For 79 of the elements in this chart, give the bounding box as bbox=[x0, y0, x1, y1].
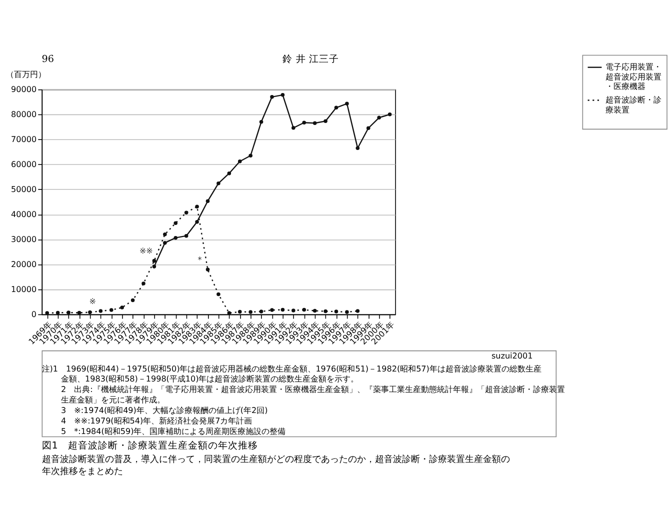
y-axis-title: （百万円） bbox=[6, 70, 46, 79]
point bbox=[195, 220, 199, 224]
point bbox=[152, 264, 156, 268]
text: suzui2001 bbox=[492, 351, 533, 360]
text: 注)1 1969(昭和44)－1975(昭和50)年は超音波応用器械の総数生産金額、1976(昭和51)－1982(昭和57)年は超音波診療装置の総数生産金額、1983(昭和58)－1998(平成10)年は超音波診断装置の総数生産金額を示す。 bbox=[42, 364, 542, 384]
point bbox=[238, 310, 242, 314]
point bbox=[45, 311, 49, 315]
point bbox=[184, 210, 188, 214]
point bbox=[292, 126, 296, 130]
y-tick-label: 90000 bbox=[11, 85, 37, 94]
point bbox=[259, 120, 264, 124]
point bbox=[292, 308, 296, 312]
point bbox=[388, 112, 392, 116]
point bbox=[227, 171, 232, 176]
point bbox=[270, 308, 274, 312]
y-tick-label: 30000 bbox=[11, 235, 37, 244]
point bbox=[216, 292, 220, 296]
point bbox=[248, 154, 252, 158]
point bbox=[66, 310, 70, 314]
text: 96 bbox=[42, 54, 54, 66]
point bbox=[98, 309, 103, 313]
point bbox=[324, 309, 328, 314]
point bbox=[238, 159, 242, 164]
point bbox=[152, 258, 156, 263]
point bbox=[302, 120, 306, 125]
point bbox=[366, 126, 370, 130]
point bbox=[206, 268, 210, 272]
point bbox=[280, 308, 285, 312]
point bbox=[56, 310, 60, 315]
text: 鈴 井 江三子 bbox=[282, 53, 339, 66]
point bbox=[163, 240, 167, 245]
point bbox=[345, 102, 349, 106]
text: 4 ※※:1979(昭和54)年、新経済社会発展7カ年計画 bbox=[61, 416, 252, 426]
point bbox=[302, 308, 306, 312]
point bbox=[88, 310, 92, 314]
legend-label: 電子応用装置・超音波応用装置・医療機器 bbox=[606, 62, 662, 92]
y-tick-label: 60000 bbox=[11, 160, 37, 170]
point bbox=[334, 106, 338, 110]
point bbox=[206, 199, 210, 203]
point bbox=[270, 95, 274, 99]
point bbox=[377, 116, 381, 120]
point bbox=[174, 221, 178, 225]
y-tick-label: 50000 bbox=[11, 185, 37, 194]
point bbox=[142, 282, 146, 286]
point bbox=[130, 298, 135, 302]
y-tick-label: 40000 bbox=[11, 210, 37, 220]
text: 5 *:1984(昭和59)年、国庫補助による周産期医療施設の整備 bbox=[61, 426, 286, 436]
y-tick-label: 0 bbox=[31, 310, 37, 320]
point bbox=[356, 146, 360, 150]
text: 3 ※:1974(昭和49)年、大幅な診療報酬の値上げ(年2回) bbox=[61, 406, 268, 416]
point bbox=[77, 310, 82, 315]
point bbox=[324, 119, 328, 124]
point bbox=[216, 181, 220, 186]
point bbox=[120, 306, 124, 310]
point bbox=[248, 310, 252, 314]
annotation: ※※ bbox=[139, 246, 153, 256]
y-tick-label: 20000 bbox=[11, 260, 37, 270]
annotation: * bbox=[198, 255, 202, 264]
text: 超音波診断装置の普及，導入に伴って，同装置の生産額がどの程度であったのか，超音波診断・診療装置生産金額の年次推移をまとめた bbox=[42, 454, 510, 478]
text: 図1 超音波診断・診療装置生産金額の年次推移 bbox=[42, 439, 258, 452]
y-tick-label: 80000 bbox=[11, 110, 37, 120]
point bbox=[334, 310, 338, 314]
point bbox=[163, 232, 167, 236]
point bbox=[312, 121, 317, 126]
point bbox=[312, 308, 317, 313]
legend-label: 超音波診断・診療装置 bbox=[606, 96, 662, 114]
y-tick-label: 70000 bbox=[11, 135, 37, 144]
point bbox=[174, 236, 178, 240]
point bbox=[280, 93, 285, 97]
annotation: ※ bbox=[89, 296, 96, 306]
point bbox=[227, 311, 232, 315]
y-tick-label: 10000 bbox=[11, 285, 37, 294]
point bbox=[259, 310, 264, 314]
point bbox=[356, 309, 360, 313]
point bbox=[109, 308, 114, 312]
point bbox=[184, 234, 188, 238]
point bbox=[195, 204, 199, 208]
point bbox=[345, 310, 349, 314]
text: 2 出典:『機械統計年報』「電子応用装置・超音波応用装置・医療機器生産金額」、『薬事工業生産動態統計年報』「超音波診断・診療装置生産金額」を元に著者作成。 bbox=[61, 385, 565, 405]
